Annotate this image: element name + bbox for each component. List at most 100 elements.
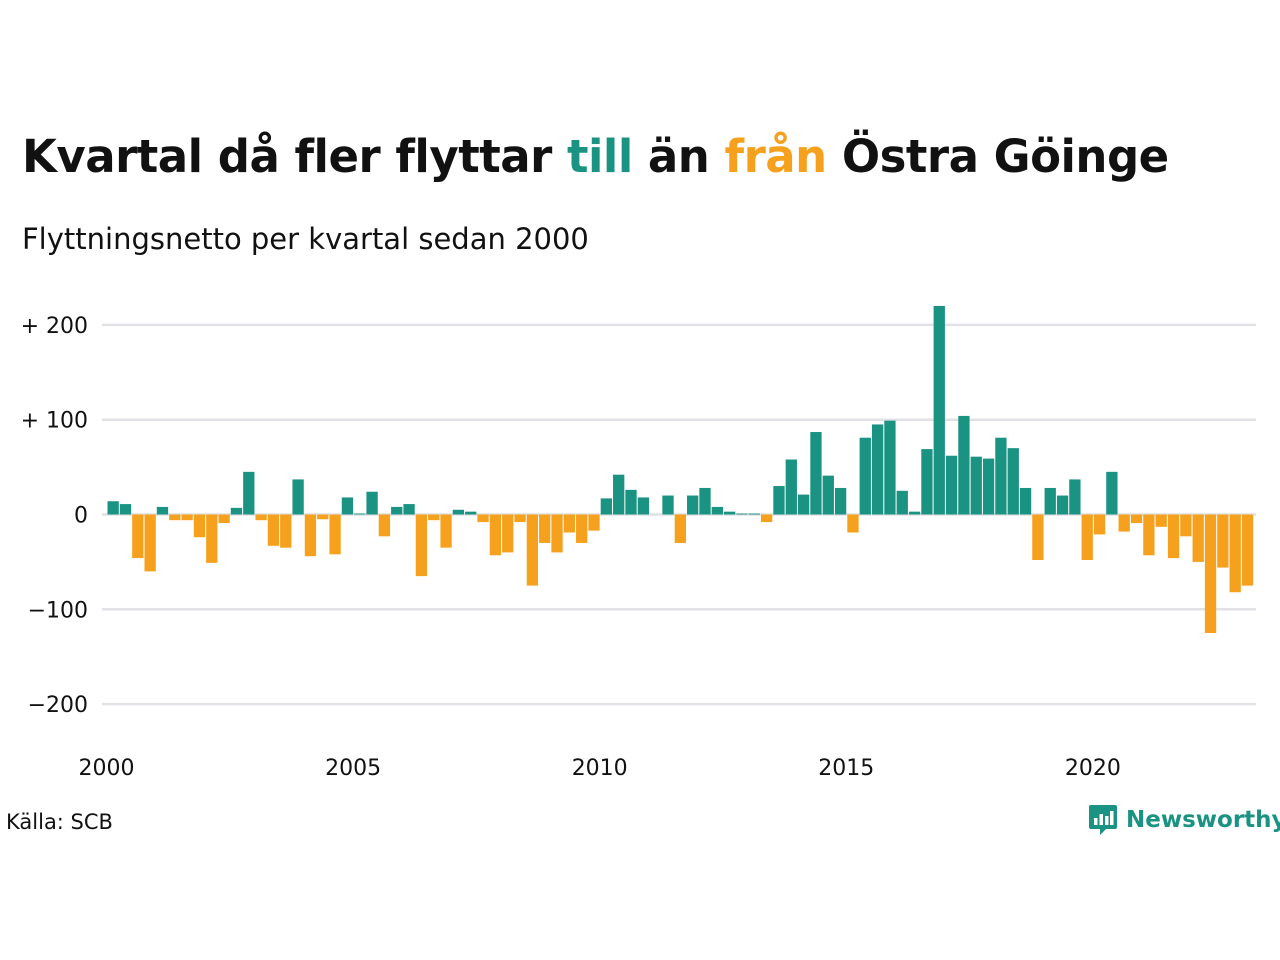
bar [440,514,452,548]
bar [415,514,428,577]
bar [181,514,193,521]
bar [958,415,970,515]
newsworthy-chart-icon [1089,805,1117,835]
bar [1241,514,1254,586]
bar [193,514,206,538]
bar [107,501,119,515]
bar [822,475,834,515]
bar [724,511,736,515]
bar [1217,514,1229,568]
bar [970,456,982,515]
bar [933,305,945,515]
bar [1167,514,1180,559]
bar [1044,487,1056,515]
title-part-3: Östra Göinge [826,130,1169,183]
bar [834,487,847,515]
bar [452,509,465,515]
bar [144,514,156,572]
title-highlight-in: till [566,130,633,183]
chart-subtitle: Flyttningsnetto per kvartal sedan 2000 [22,222,589,256]
y-tick-label: −200 [28,693,88,718]
bar [1130,514,1143,524]
logo-text: Newsworthy [1126,807,1280,833]
bar [563,514,576,533]
bar [1180,514,1192,537]
bar [995,437,1007,515]
bar [341,497,354,515]
bar [169,514,181,521]
bar [551,514,563,553]
bar [588,514,600,531]
x-tick-label: 2015 [818,756,874,781]
bar [292,479,304,515]
bar [304,514,317,557]
bar [662,495,674,515]
bar [1056,495,1069,515]
bar [600,498,612,515]
bar [267,514,280,546]
bar [526,514,539,586]
x-tick-label: 2000 [79,756,135,781]
bar [378,514,391,537]
bar [366,491,378,515]
title-part-1: Kvartal då fler flyttar [22,130,567,183]
bar [1007,448,1019,515]
bar [391,506,403,515]
bar [785,459,797,515]
bar [489,514,502,556]
bar [156,506,169,515]
bar [218,514,230,524]
bar [1192,514,1204,562]
bar [847,514,859,533]
bar [736,513,748,515]
bar [329,514,341,555]
bar [773,486,785,515]
bar [1106,471,1118,515]
bar [576,514,588,543]
bar [859,437,871,515]
x-axis-labels: 2000 2005 2010 2015 2020 [79,756,1121,781]
bar [1204,514,1217,633]
bar [206,514,218,563]
bar [625,489,637,515]
bar [317,514,329,520]
x-tick-label: 2005 [325,756,381,781]
bar [403,504,415,515]
title-part-2: än [632,130,725,183]
bar [502,514,514,553]
bar [1229,514,1241,593]
bar [810,432,822,515]
bar [1143,514,1155,556]
bar [748,513,760,515]
bar [280,514,292,548]
chart-title: Kvartal då fler flyttar till än från Öst… [22,130,1169,183]
bar [921,449,933,515]
bar [1081,514,1093,561]
bar [797,494,810,515]
bar [674,514,686,543]
bar [1032,514,1044,561]
bar [699,487,711,515]
bar [982,458,995,515]
bar [637,497,649,515]
bar [477,514,489,523]
y-tick-label: −100 [28,598,88,623]
y-tick-label: + 200 [21,314,88,339]
y-axis-labels: + 200 + 100 0 −100 −200 [21,314,88,718]
bar [1118,514,1130,532]
bar [760,514,773,523]
bar [514,514,526,523]
bar [1155,514,1167,527]
title-highlight-out: från [724,130,828,183]
bar [884,420,896,515]
bar-chart: + 200 + 100 0 −100 −200 2000 2005 2010 2015 2020 [21,305,1256,781]
bar [428,514,440,521]
bar [243,471,255,515]
newsworthy-logo: Newsworthy [1088,803,1280,837]
bar [908,511,921,515]
bar [1069,479,1081,515]
source-note: Källa: SCB [6,810,113,834]
bar [230,507,243,515]
bar [465,511,477,515]
bars [107,305,1254,633]
